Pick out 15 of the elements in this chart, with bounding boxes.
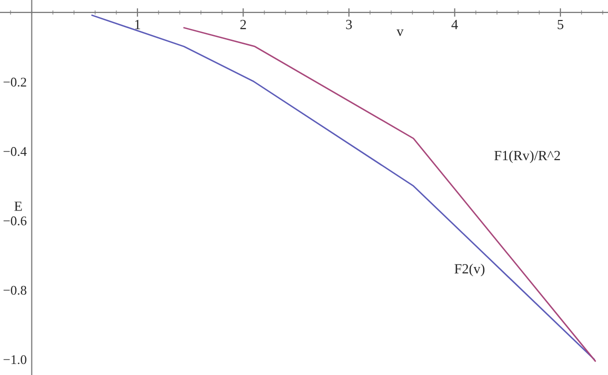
x-tick-label: 1 <box>135 20 140 30</box>
x-tick-label: 2 <box>240 20 246 30</box>
annotation: F1(Rv)/R^2 <box>494 150 560 164</box>
x-tick-label: 3 <box>346 20 352 30</box>
x-tick-label: 5 <box>558 20 564 30</box>
y-tick-label: −0.6 <box>4 216 26 226</box>
y-tick-label: −0.8 <box>4 286 26 295</box>
y-tick-label: −1.0 <box>4 355 26 364</box>
y-tick-label: −0.4 <box>4 147 27 156</box>
y-tick-label: −0.2 <box>4 78 26 87</box>
x-axis-title: v <box>396 30 404 36</box>
annotation: F2(v) <box>454 264 484 276</box>
x-tick-label: 4 <box>451 20 458 30</box>
line-series <box>91 14 595 360</box>
y-axis-title: E <box>14 202 22 211</box>
